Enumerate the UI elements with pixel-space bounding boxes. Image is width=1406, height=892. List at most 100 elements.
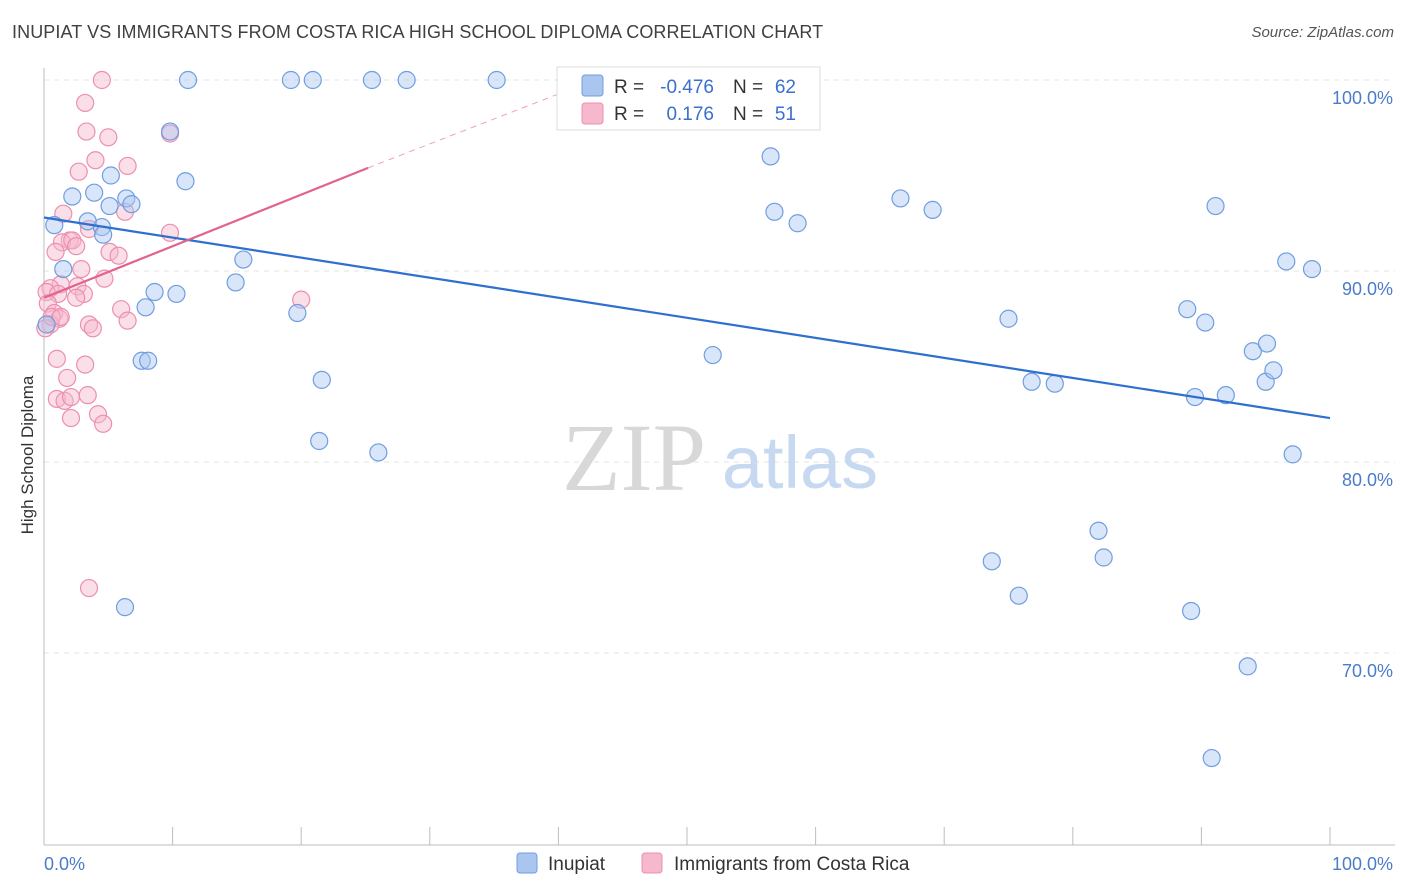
costa-rica-point-50 — [79, 578, 99, 598]
inupiat-point-45 — [1009, 586, 1028, 605]
inupiat-point-29 — [310, 431, 329, 451]
legend-swatch-costa-rica — [581, 102, 604, 125]
y-tick-labels: 100.0% 90.0% 80.0% 70.0% — [1332, 88, 1393, 681]
costa-rica-point-17 — [100, 242, 119, 261]
grid-lines — [44, 79, 1395, 654]
inupiat-point-60 — [1202, 748, 1221, 768]
costa-rica-point-6 — [69, 162, 88, 181]
inupiat-point-4 — [397, 70, 416, 90]
y-tick-label-0: 100.0% — [1332, 88, 1393, 108]
inupiat-point-47 — [1196, 313, 1215, 332]
inupiat-point-34 — [761, 147, 780, 166]
inupiat-point-0 — [178, 70, 198, 90]
inupiat-point-57 — [1302, 259, 1322, 279]
inupiat-point-55 — [1264, 361, 1283, 380]
inupiat-point-53 — [1277, 252, 1296, 271]
inupiat-point-25 — [288, 303, 307, 323]
legend-n-label-2: N = — [733, 104, 763, 125]
inupiat-point-44 — [982, 552, 1001, 571]
inupiat-point-26 — [132, 351, 151, 370]
inupiat-point-39 — [999, 309, 1018, 328]
inupiat-point-20 — [234, 250, 253, 269]
costa-rica-point-45 — [88, 405, 108, 424]
inupiat-point-1 — [281, 70, 301, 90]
inupiat-point-9 — [63, 187, 82, 206]
inupiat-point-11 — [100, 196, 119, 216]
inupiat-point-18 — [54, 259, 73, 279]
axes — [43, 68, 1395, 846]
inupiat-point-48 — [1206, 196, 1225, 216]
legend-n-value-2: 51 — [775, 104, 796, 125]
costa-rica-point-15 — [67, 237, 86, 256]
inupiat-point-22 — [145, 282, 164, 302]
costa-rica-point-37 — [83, 319, 102, 338]
series-costa-rica-points — [36, 70, 311, 598]
inupiat-point-36 — [788, 214, 807, 233]
costa-rica-point-1 — [76, 93, 95, 113]
inupiat-point-59 — [1238, 657, 1257, 676]
inupiat-point-3 — [362, 70, 382, 90]
inupiat-point-32 — [37, 315, 56, 334]
source-label: Source: ZipAtlas.com — [1251, 24, 1394, 41]
inupiat-point-12 — [101, 166, 120, 185]
bottom-legend-label-inupiat: Inupiat — [548, 854, 606, 875]
inupiat-trend-line — [43, 216, 1331, 420]
stats-legend: R = -0.476 N = 62 R = 0.176 N = 51 — [556, 66, 821, 131]
inupiat-point-13 — [117, 189, 136, 208]
costa-rica-point-40 — [58, 368, 77, 388]
costa-rica-trend-line — [43, 166, 369, 299]
x-tick-label-1: 100.0% — [1332, 854, 1393, 874]
inupiat-point-35 — [765, 202, 784, 221]
inupiat-point-14 — [122, 195, 141, 214]
legend-r-label-2: R = — [614, 104, 644, 125]
costa-rica-point-44 — [78, 386, 97, 405]
inupiat-point-51 — [1243, 342, 1262, 361]
costa-rica-point-16 — [46, 242, 65, 261]
costa-rica-point-28 — [292, 290, 311, 309]
bottom-legend-swatch-inupiat — [516, 852, 538, 874]
inupiat-point-23 — [136, 298, 155, 317]
inupiat-point-5 — [487, 70, 506, 90]
inupiat-point-41 — [1045, 374, 1064, 393]
inupiat-point-7 — [160, 122, 180, 141]
costa-rica-point-49 — [51, 307, 70, 326]
costa-rica-point-4 — [99, 128, 118, 147]
legend-swatch-inupiat — [581, 74, 604, 97]
costa-rica-point-19 — [72, 259, 91, 279]
legend-r-label-1: R = — [614, 77, 644, 98]
costa-rica-point-2 — [77, 122, 96, 141]
inupiat-point-31 — [115, 598, 135, 617]
costa-rica-point-30 — [112, 300, 131, 319]
inupiat-point-42 — [1089, 521, 1108, 540]
costa-rica-point-46 — [61, 408, 81, 428]
y-tick-label-1: 90.0% — [1342, 279, 1393, 299]
costa-rica-point-39 — [76, 355, 95, 374]
costa-rica-point-43 — [61, 387, 81, 407]
inupiat-point-30 — [369, 443, 388, 462]
inupiat-point-33 — [703, 345, 722, 365]
inupiat-point-49 — [1216, 386, 1235, 405]
x-tick-label-0: 0.0% — [44, 854, 85, 874]
costa-rica-point-0 — [92, 70, 111, 90]
inupiat-point-40 — [1022, 372, 1041, 391]
costa-rica-point-18 — [109, 246, 128, 265]
bottom-legend-label-costa-rica: Immigrants from Costa Rica — [674, 854, 910, 875]
legend-r-value-1: -0.476 — [660, 77, 714, 98]
watermark-atlas: atlas — [722, 421, 878, 504]
inupiat-point-19 — [176, 172, 195, 191]
costa-rica-point-38 — [47, 349, 66, 368]
series-legend: Inupiat Immigrants from Costa Rica — [516, 852, 910, 875]
inupiat-point-8 — [45, 216, 64, 235]
y-tick-label-3: 70.0% — [1342, 661, 1393, 681]
inupiat-point-28 — [312, 370, 331, 389]
costa-rica-point-5 — [86, 151, 105, 170]
inupiat-point-46 — [1178, 300, 1197, 319]
inupiat-point-27 — [139, 351, 158, 370]
inupiat-point-10 — [85, 183, 104, 202]
watermark: ZIP atlas — [562, 404, 878, 511]
inupiat-point-16 — [78, 212, 97, 231]
watermark-zip: ZIP — [562, 404, 706, 511]
legend-n-label-1: N = — [733, 77, 763, 98]
x-tick-labels: 0.0% 100.0% — [44, 854, 1393, 874]
